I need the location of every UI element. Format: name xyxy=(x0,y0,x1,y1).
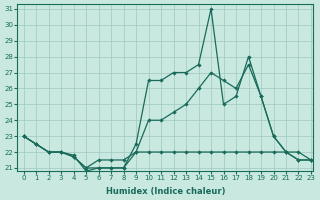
X-axis label: Humidex (Indice chaleur): Humidex (Indice chaleur) xyxy=(106,187,225,196)
